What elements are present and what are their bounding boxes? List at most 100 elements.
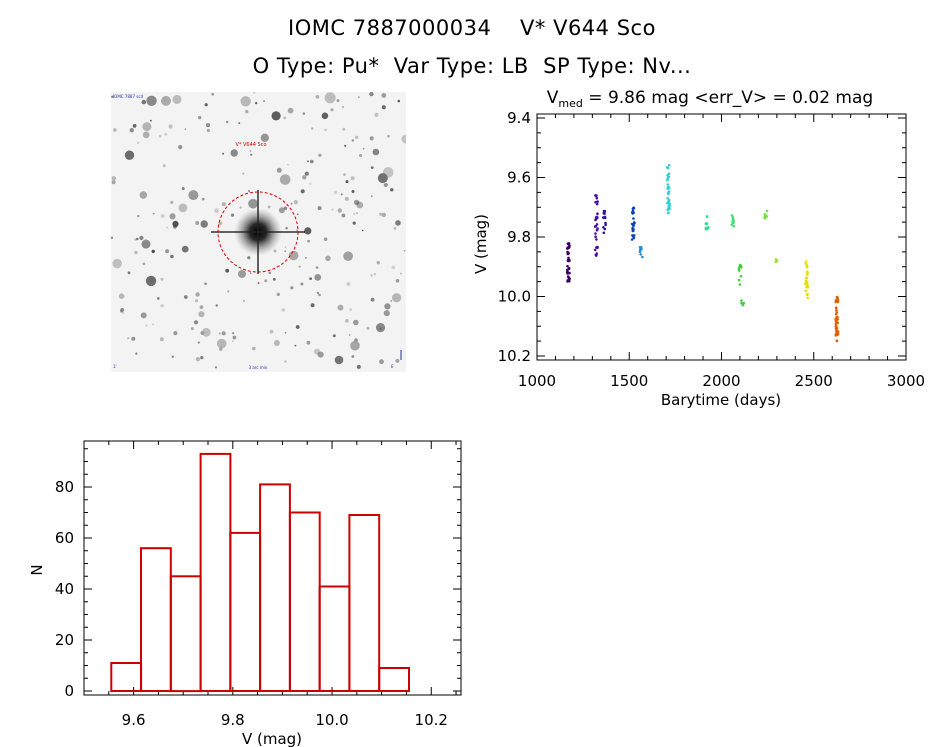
field-star (305, 257, 307, 259)
field-star (170, 254, 174, 259)
field-star (336, 99, 340, 103)
field-star (160, 304, 164, 308)
field-star (284, 250, 287, 253)
field-star (314, 274, 322, 281)
lc-point (632, 235, 635, 238)
chart-title-line1: IOMC 7887000034 V* V644 Sco (288, 16, 656, 40)
lc-point (594, 200, 597, 204)
lc-point (666, 174, 669, 177)
lc-point (668, 204, 671, 208)
field-star (135, 352, 138, 355)
lc-point (594, 217, 598, 221)
lc-point (667, 198, 671, 202)
field-star (337, 208, 342, 213)
field-star (160, 214, 165, 218)
field-star (379, 327, 382, 330)
field-star (284, 332, 287, 334)
field-star (204, 282, 207, 286)
field-star (395, 358, 400, 363)
field-star (317, 206, 322, 211)
field-star (129, 128, 134, 133)
field-star (173, 224, 177, 229)
lc-point (632, 217, 635, 220)
hist-y-tick-label: 20 (55, 631, 74, 649)
field-star (181, 187, 185, 191)
field-star (351, 355, 355, 358)
histogram-bar (259, 483, 291, 692)
lc-point (630, 222, 634, 226)
lc-point (567, 246, 571, 249)
lc-point (595, 196, 599, 200)
lc-point (639, 246, 643, 249)
field-star (288, 250, 299, 261)
field-star (151, 249, 155, 254)
field-star (141, 99, 146, 105)
field-star (307, 239, 310, 243)
field-star (351, 139, 354, 142)
field-star (263, 100, 265, 103)
field-star (221, 202, 226, 207)
field-star (381, 212, 386, 218)
lc-point (666, 192, 670, 196)
lc-point (805, 266, 809, 269)
field-star (302, 112, 306, 115)
light-curve-ylabel: V (mag) (472, 214, 490, 274)
field-star (366, 326, 370, 330)
field-star (341, 213, 346, 218)
field-star (273, 340, 280, 346)
lc-x-tick-label: 2000 (702, 372, 740, 390)
field-star (134, 238, 137, 241)
lc-point (805, 276, 809, 280)
lc-point (834, 312, 838, 316)
field-star (111, 180, 116, 185)
field-star (253, 91, 256, 94)
lc-point (566, 250, 569, 254)
lc-point (566, 242, 570, 246)
field-star (231, 332, 235, 335)
lc-point (631, 226, 634, 230)
field-star (383, 310, 390, 317)
field-star (269, 329, 274, 334)
field-star (240, 96, 251, 107)
lc-point (730, 214, 734, 217)
field-star (307, 160, 309, 163)
field-star (316, 291, 320, 295)
lc-point (806, 292, 809, 296)
field-star (214, 208, 219, 214)
field-star (215, 304, 218, 307)
field-star (171, 355, 174, 358)
lc-point (641, 255, 644, 259)
field-star (273, 249, 277, 253)
field-star (252, 346, 256, 351)
field-star (309, 277, 312, 280)
lc-point (806, 270, 809, 274)
lc-point (594, 232, 597, 235)
field-star (226, 120, 229, 124)
hist-x-tick-label: 10.2 (415, 711, 448, 729)
lc-point (604, 221, 607, 225)
stamp-corner-bl: 1' (113, 364, 117, 369)
lc-point (835, 326, 839, 330)
lc-point (603, 227, 607, 231)
lc-point (834, 299, 838, 302)
field-star (199, 305, 204, 309)
field-star (342, 127, 346, 131)
field-star (306, 340, 311, 345)
field-star (293, 200, 298, 205)
field-star (373, 273, 376, 276)
lc-y-tick-label: 9.4 (507, 109, 531, 127)
field-star (379, 359, 384, 365)
lc-point (705, 215, 709, 218)
field-star (345, 319, 349, 323)
field-star (300, 189, 305, 194)
field-star (343, 251, 353, 261)
lc-point (566, 272, 569, 275)
lc-point (834, 306, 838, 310)
field-star (239, 206, 242, 209)
lc-point (738, 263, 742, 267)
field-star (188, 190, 199, 201)
field-star (132, 124, 137, 128)
lc-point (603, 209, 607, 213)
field-star (290, 202, 293, 205)
field-star (131, 336, 136, 341)
